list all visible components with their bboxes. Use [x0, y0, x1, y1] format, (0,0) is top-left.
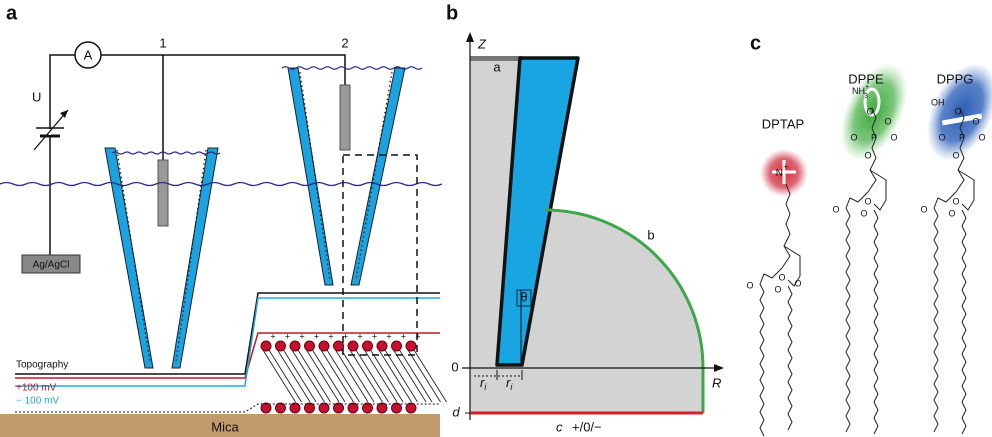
panel-b: b Z R 0 d a b θ ri ri c +/0/−: [446, 2, 724, 434]
electrode-wire: [340, 85, 350, 150]
atom: O: [864, 150, 871, 160]
atom: O: [972, 116, 979, 126]
lipid-tail: [400, 350, 433, 402]
atom: O: [850, 132, 857, 142]
acyl-chain: [788, 286, 792, 430]
pipette-wall: [288, 68, 333, 285]
body: {"panel_a": {"label": "a", "ammeter": "A…: [0, 0, 992, 437]
lipid-head: [305, 341, 315, 351]
atom: O: [938, 132, 945, 142]
ammeter-label: A: [84, 47, 93, 62]
lipid-head: [261, 341, 271, 351]
trace-label: Topography: [16, 360, 68, 371]
acyl-chain: [934, 208, 938, 432]
atom: O: [890, 132, 897, 142]
panel-label: b: [446, 2, 458, 24]
trace-label: − 100 mV: [16, 396, 59, 407]
origin-label: 0: [451, 359, 458, 374]
lipid-head: [334, 341, 344, 351]
molecule-name: DPPG: [937, 71, 974, 86]
lipid-tail: [278, 350, 311, 402]
lipid-tail: [263, 350, 296, 402]
mica-label: Mica: [211, 419, 239, 434]
acyl-chain: [760, 284, 764, 436]
charge-label: +/0/−: [572, 419, 602, 434]
pipette-wall: [172, 148, 218, 368]
wire: [101, 55, 345, 85]
voltage-label: U: [32, 89, 41, 104]
bilayer: +++++++++++: [261, 331, 447, 413]
lipid-head: [363, 341, 373, 351]
angle-label: θ: [520, 289, 527, 304]
atom: O: [952, 150, 959, 160]
acyl-chain: [962, 210, 966, 434]
region-b-label: b: [647, 227, 654, 242]
atom: O: [866, 106, 873, 116]
atom: O: [952, 196, 959, 206]
zero-line: [15, 404, 440, 412]
atom: O: [832, 204, 839, 214]
region-a-label: a: [493, 59, 501, 74]
r-label: R: [712, 375, 721, 390]
page: body { margin: 0; background: #fff; font…: [0, 0, 992, 437]
lipid-tail: [414, 350, 447, 402]
atom: P: [959, 132, 965, 142]
trace-label: +100 mV: [16, 383, 57, 394]
lipid-head: [276, 341, 286, 351]
arrowhead: [714, 364, 724, 372]
panel-c: c DPTAP DPPE DPPG N+ NH+3 OH OOOOOOPOOOO…: [746, 32, 992, 436]
lipid-head: [319, 341, 329, 351]
lipid-head: [392, 341, 402, 351]
atom: O: [860, 208, 867, 218]
atom: P: [871, 132, 877, 142]
variable-arrow: [34, 110, 68, 150]
pipette-wall: [351, 68, 405, 285]
figure: a Mica A 1 2 U Ag/AgCl +++++++++++ Topog…: [0, 0, 992, 437]
panel-label: a: [6, 2, 18, 24]
arrowhead: [466, 32, 474, 42]
water-surface: [112, 152, 220, 154]
lipid-head: [319, 403, 329, 413]
pipette-wall: [105, 148, 153, 368]
atom: O: [774, 284, 781, 294]
acyl-chain: [874, 210, 878, 434]
z-label: Z: [477, 36, 487, 51]
panel-label: c: [750, 32, 761, 54]
atom: O: [794, 278, 801, 288]
acyl-chain: [846, 208, 850, 432]
lipid-head: [406, 341, 416, 351]
depth-label: d: [452, 404, 460, 419]
atom: O: [864, 196, 871, 206]
electrode-label: Ag/AgCl: [33, 260, 70, 271]
atom: O: [778, 272, 785, 282]
atom: O: [884, 116, 891, 126]
boundary-c-label: c: [556, 419, 563, 434]
atom: OH: [931, 97, 945, 107]
negative-trace: [15, 298, 440, 386]
atom: O: [978, 132, 985, 142]
lipid-head: [348, 341, 358, 351]
pipette-label: 1: [159, 35, 166, 50]
electrode-wire: [158, 160, 168, 226]
lipid-head: [290, 341, 300, 351]
pipette-label: 2: [341, 35, 348, 50]
atom: O: [948, 208, 955, 218]
atom: O: [920, 204, 927, 214]
atom: O: [954, 106, 961, 116]
molecule-name: DPTAP: [762, 116, 804, 131]
lipid-head: [377, 341, 387, 351]
atom: O: [746, 280, 753, 290]
lipid-head: [363, 403, 373, 413]
arrowhead: [60, 110, 68, 118]
panel-a: a Mica A 1 2 U Ag/AgCl +++++++++++ Topog…: [0, 2, 447, 437]
wire: [50, 55, 75, 255]
